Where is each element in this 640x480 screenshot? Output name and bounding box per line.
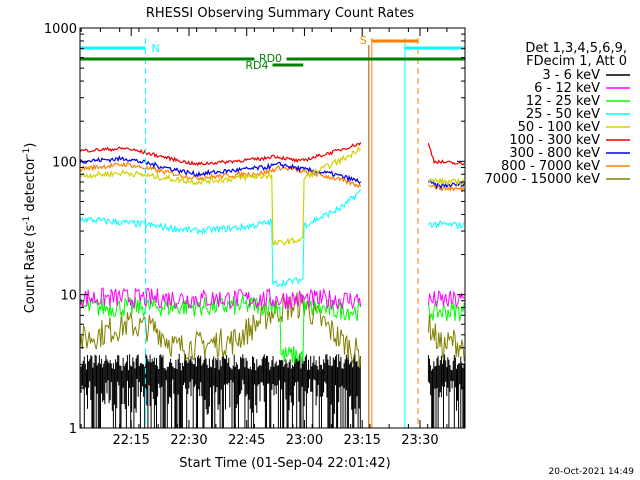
saa-label: S [360,34,367,47]
x-tick-label-3: 23:00 [286,433,323,448]
x-tick-label-2: 22:45 [228,433,265,448]
series-7000-15000-kev-seg-1 [427,312,465,362]
x-axis-label: Start Time (01-Sep-04 22:01:42) [179,456,390,471]
night-label: N [151,42,159,55]
y-tick-label-0: 1 [69,422,77,437]
legend-label-5: 100 - 300 keV [509,133,600,148]
series-3-6-kev-seg-1 [427,354,465,428]
x-tick-label-4: 23:15 [343,433,380,448]
series-50-100-kev-seg-0 [79,145,361,247]
series-800-7000-kev-seg-1 [428,184,465,193]
info-line-2: FDecim 1, Att 0 [526,54,627,69]
rd0-label-bg [254,52,287,64]
legend-label-1: 6 - 12 keV [534,81,600,96]
plot-frame [79,27,466,429]
y-tick-label-1: 10 [60,289,77,304]
series-7000-15000-kev-seg-0 [79,292,362,368]
rd0-label: RD0 [259,52,282,65]
legend-label-8: 7000 - 15000 keV [485,172,601,187]
legend-label-2: 12 - 25 keV [526,94,600,109]
series-12-25-kev-seg-1 [427,300,465,322]
legend-label-4: 50 - 100 keV [518,120,601,135]
series-100-300-kev-seg-0 [79,142,362,167]
legend-label-0: 3 - 6 keV [542,68,600,83]
series-6-12-kev-seg-1 [427,289,465,308]
series-6-12-kev-seg-0 [79,287,362,310]
info-line-1: Det 1,3,4,5,6,9, [525,41,627,56]
series-50-100-kev-seg-1 [427,176,465,187]
legend-label-7: 800 - 7000 keV [501,159,600,174]
axes-layer: 1 10 100 1000 22:15 22:30 22:45 23:00 23:15 23:30 [44,22,465,448]
rd4-label: RD4 [245,59,268,72]
series-100-300-kev-seg-1 [427,142,465,166]
timestamp: 20-Oct-2021 14:49 [549,467,635,477]
legend-label-3: 25 - 50 keV [526,107,600,122]
y-tick-label-2: 100 [52,155,77,170]
chart-title: RHESSI Observing Summary Count Rates [146,6,415,21]
x-tick-label-0: 22:15 [112,433,149,448]
series-3-6-kev-seg-0 [79,353,361,428]
y-tick-label-3: 1000 [44,22,77,37]
series-800-7000-kev-seg-0 [79,161,362,189]
series-300-800-kev-seg-1 [427,179,465,190]
y-axis-label: Count Rate (s-1 detector-1) [22,143,38,314]
x-tick-label-1: 22:30 [170,433,207,448]
series-25-50-kev-seg-1 [427,220,465,229]
x-tick-label-5: 23:30 [401,433,438,448]
legend-label-6: 300 - 800 keV [509,146,600,161]
series-25-50-kev-seg-0 [79,188,362,288]
